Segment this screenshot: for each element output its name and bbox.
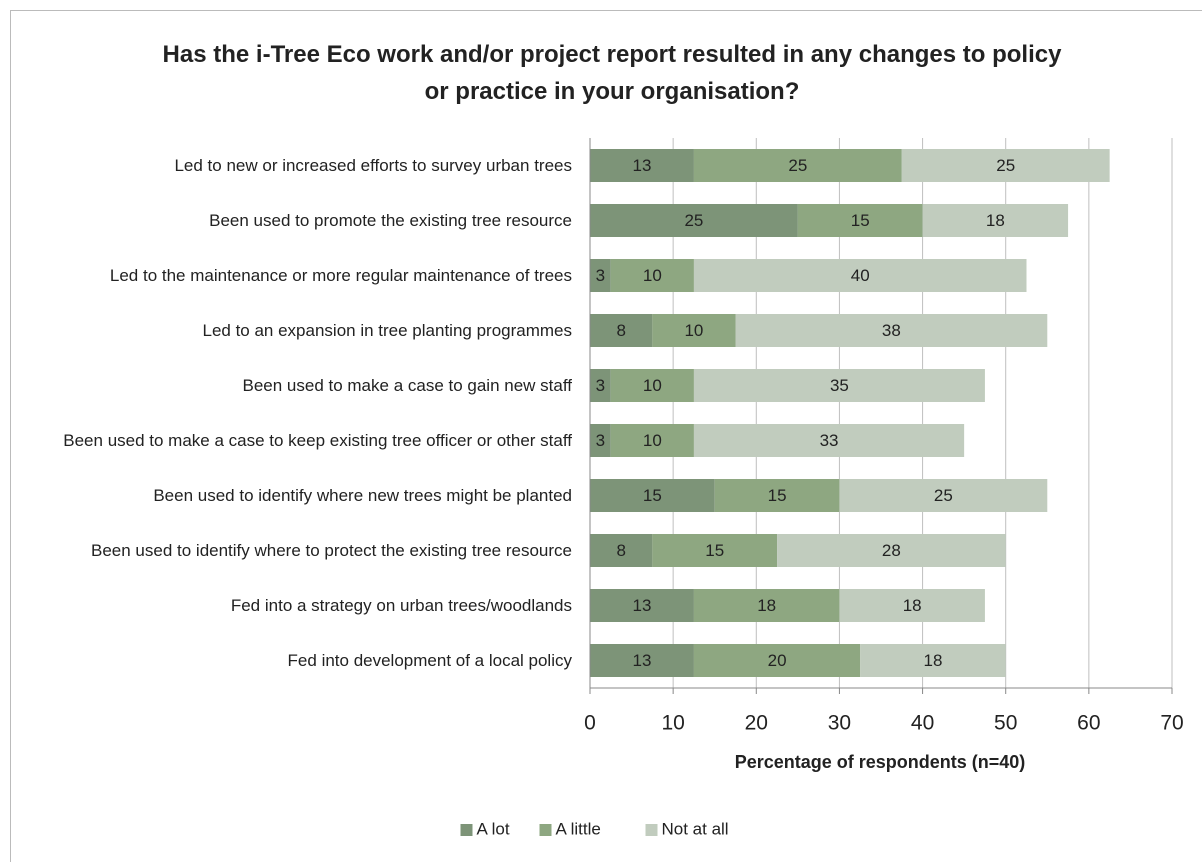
bar-segment [590,204,798,237]
x-tick-label: 30 [828,712,851,735]
x-tick-label: 60 [1077,712,1100,735]
category-label: Led to an expansion in tree planting pro… [202,320,572,340]
bar-segment [735,314,1048,347]
x-tick-label: 20 [745,712,768,735]
category-label: Been used to make a case to gain new sta… [242,375,572,395]
bar-segment [693,589,840,622]
data-label: 8 [616,321,625,340]
data-label: 38 [882,321,901,340]
bar-segment [693,149,902,182]
category-label: Led to new or increased efforts to surve… [174,155,572,175]
category-label: Been used to promote the existing tree r… [209,210,572,230]
chart-title: Has the i-Tree Eco work and/or project r… [162,41,1062,105]
bar-segment [860,644,1006,677]
category-label: Fed into a strategy on urban trees/woodl… [230,595,572,615]
x-tick-label: 0 [584,712,596,735]
category-label: Been used to identify where new trees mi… [153,485,572,505]
data-label: 25 [996,156,1015,175]
bar-segment [693,369,985,402]
legend-label: A lot [477,819,510,838]
bar-segment [590,149,694,182]
category-label: Been used to make a case to keep existin… [63,430,572,450]
x-axis-title: Percentage of respondents (n=40) [735,752,1026,772]
data-label: 18 [903,596,922,615]
data-label: 28 [882,541,901,560]
data-label: 8 [616,541,625,560]
data-label: 15 [705,541,724,560]
data-label: 25 [788,156,807,175]
bar-segment [693,259,1027,292]
data-label: 18 [924,651,943,670]
bar-segment [797,204,923,237]
legend-swatch [645,824,658,836]
data-label: 10 [684,321,703,340]
legend-label: A little [556,819,601,838]
legend-label: Not at all [662,819,729,838]
data-label: 13 [633,596,652,615]
data-label: 25 [684,211,703,230]
legend-swatch [539,824,552,836]
data-label: 18 [757,596,776,615]
bar-segment [693,644,861,677]
bar-segment [590,534,653,567]
bar-segment [922,204,1069,237]
data-label: 40 [851,266,870,285]
bar-segment [590,369,611,402]
data-label: 35 [830,376,849,395]
bar-segment [590,259,611,292]
bar-segment [839,589,985,622]
x-tick-label: 10 [661,712,684,735]
data-label: 10 [643,266,662,285]
bar-segment [693,424,965,457]
x-tick-label: 40 [911,712,934,735]
category-label: Fed into development of a local policy [287,650,572,670]
bar-segment [610,369,694,402]
frame [10,10,1202,862]
data-label: 33 [820,431,839,450]
bar-segment [610,259,694,292]
data-label: 3 [596,376,605,395]
legend-swatch [460,824,473,836]
bar-segment [652,314,736,347]
bar-segment [610,424,694,457]
data-label: 13 [633,651,652,670]
x-tick-label: 50 [994,712,1017,735]
x-tick-label: 70 [1160,712,1183,735]
bar-segment [590,644,694,677]
data-label: 15 [851,211,870,230]
data-label: 18 [986,211,1005,230]
bar-segment [590,424,611,457]
data-label: 13 [633,156,652,175]
category-label: Been used to identify where to protect t… [91,540,572,560]
bar-segment [590,479,715,512]
data-label: 3 [596,431,605,450]
bar-segment [839,479,1048,512]
data-label: 15 [768,486,787,505]
data-label: 10 [643,431,662,450]
bar-segment [901,149,1110,182]
bar-segment [714,479,840,512]
data-label: 15 [643,486,662,505]
category-label: Led to the maintenance or more regular m… [109,265,572,285]
data-label: 10 [643,376,662,395]
bar-segment [590,314,653,347]
bar-segment [652,534,778,567]
data-label: 25 [934,486,953,505]
bar-segment [590,589,694,622]
bar-segment [777,534,1006,567]
data-label: 20 [768,651,787,670]
data-label: 3 [596,266,605,285]
